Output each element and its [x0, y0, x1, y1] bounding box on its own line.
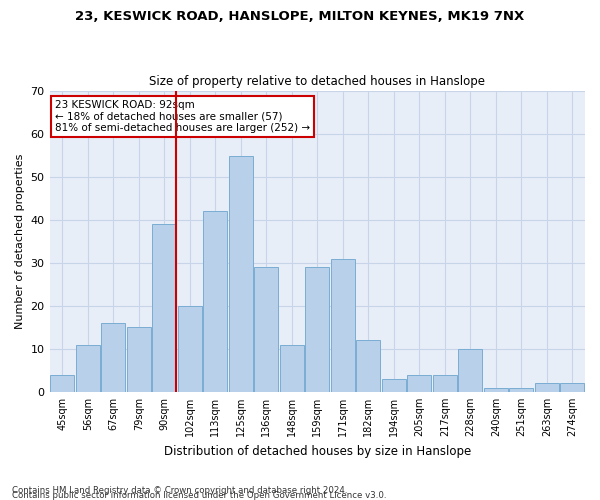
X-axis label: Distribution of detached houses by size in Hanslope: Distribution of detached houses by size …	[164, 444, 471, 458]
Bar	[484, 388, 508, 392]
Bar	[50, 374, 74, 392]
Bar	[458, 349, 482, 392]
Bar	[560, 384, 584, 392]
Bar	[382, 379, 406, 392]
Bar	[305, 268, 329, 392]
Bar	[229, 156, 253, 392]
Text: Contains public sector information licensed under the Open Government Licence v3: Contains public sector information licen…	[12, 490, 386, 500]
Bar	[356, 340, 380, 392]
Bar	[509, 388, 533, 392]
Bar	[203, 212, 227, 392]
Bar	[101, 323, 125, 392]
Bar	[407, 374, 431, 392]
Bar	[535, 384, 559, 392]
Text: Contains HM Land Registry data © Crown copyright and database right 2024.: Contains HM Land Registry data © Crown c…	[12, 486, 347, 495]
Bar	[152, 224, 176, 392]
Bar	[280, 344, 304, 392]
Bar	[331, 258, 355, 392]
Text: 23 KESWICK ROAD: 92sqm
← 18% of detached houses are smaller (57)
81% of semi-det: 23 KESWICK ROAD: 92sqm ← 18% of detached…	[55, 100, 310, 134]
Bar	[76, 344, 100, 392]
Bar	[127, 328, 151, 392]
Bar	[433, 374, 457, 392]
Text: 23, KESWICK ROAD, HANSLOPE, MILTON KEYNES, MK19 7NX: 23, KESWICK ROAD, HANSLOPE, MILTON KEYNE…	[76, 10, 524, 23]
Bar	[178, 306, 202, 392]
Y-axis label: Number of detached properties: Number of detached properties	[15, 154, 25, 329]
Title: Size of property relative to detached houses in Hanslope: Size of property relative to detached ho…	[149, 76, 485, 88]
Bar	[254, 268, 278, 392]
